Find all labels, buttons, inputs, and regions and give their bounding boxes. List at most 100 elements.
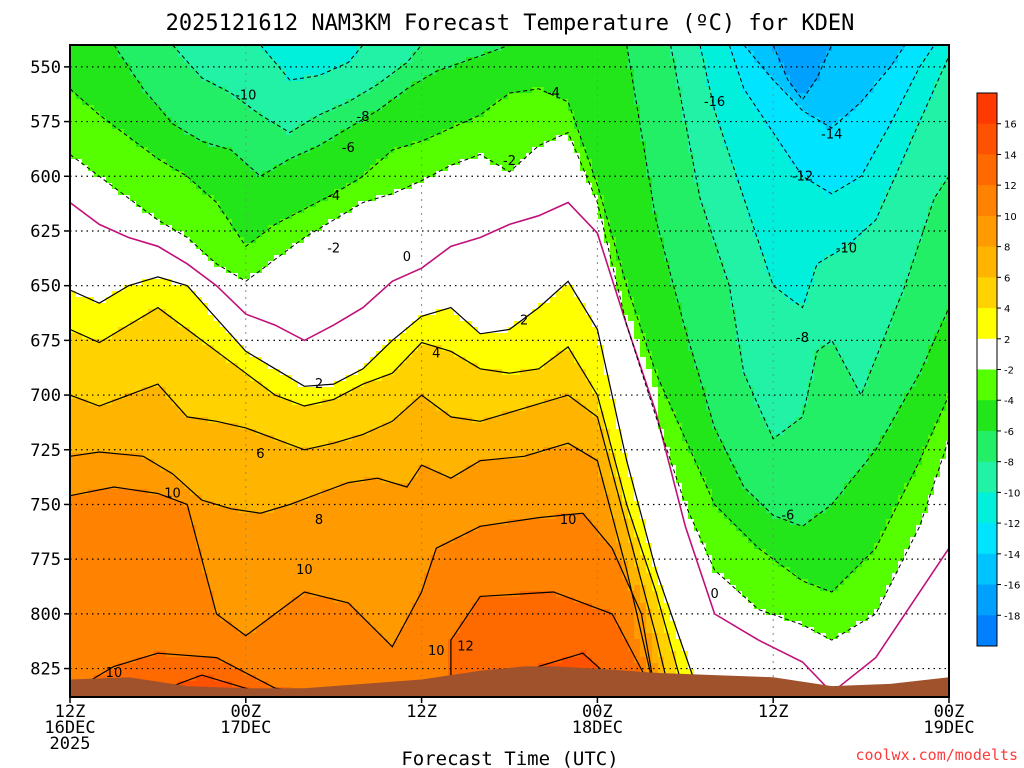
fill-cell bbox=[322, 189, 329, 196]
fill-cell bbox=[268, 279, 275, 286]
fill-cell bbox=[268, 285, 275, 292]
fill-cell bbox=[100, 615, 107, 622]
fill-cell bbox=[70, 477, 77, 484]
fill-cell bbox=[256, 201, 263, 208]
fill-cell bbox=[268, 531, 275, 538]
fill-cell bbox=[226, 615, 233, 622]
fill-cell bbox=[142, 381, 149, 388]
fill-cell bbox=[208, 249, 215, 256]
fill-cell bbox=[226, 567, 233, 574]
fill-cell bbox=[160, 105, 167, 112]
fill-cell bbox=[88, 585, 95, 592]
fill-cell bbox=[262, 627, 269, 634]
fill-cell bbox=[334, 567, 341, 574]
fill-cell bbox=[124, 345, 131, 352]
fill-cell bbox=[250, 243, 257, 250]
fill-cell bbox=[136, 561, 143, 568]
fill-cell bbox=[238, 255, 245, 262]
fill-cell bbox=[154, 627, 161, 634]
fill-cell bbox=[82, 657, 89, 664]
fill-cell bbox=[280, 75, 287, 82]
fill-cell bbox=[280, 537, 287, 544]
fill-cell bbox=[76, 393, 83, 400]
fill-cell bbox=[322, 405, 329, 412]
fill-cell bbox=[70, 543, 77, 550]
fill-cell bbox=[184, 393, 191, 400]
fill-cell bbox=[214, 129, 221, 136]
fill-cell bbox=[190, 531, 197, 538]
fill-cell bbox=[172, 51, 179, 58]
fill-cell bbox=[334, 447, 341, 454]
fill-cell bbox=[172, 327, 179, 334]
fill-cell bbox=[148, 189, 155, 196]
fill-cell bbox=[82, 327, 89, 334]
fill-cell bbox=[154, 69, 161, 76]
fill-cell bbox=[172, 549, 179, 556]
fill-cell bbox=[220, 291, 227, 298]
fill-cell bbox=[334, 489, 341, 496]
fill-cell bbox=[232, 285, 239, 292]
fill-cell bbox=[136, 93, 143, 100]
fill-cell bbox=[310, 609, 317, 616]
fill-cell bbox=[112, 153, 119, 160]
fill-cell bbox=[256, 411, 263, 418]
fill-cell bbox=[76, 81, 83, 88]
fill-cell bbox=[328, 213, 335, 220]
fill-cell bbox=[196, 285, 203, 292]
fill-cell bbox=[136, 645, 143, 652]
fill-cell bbox=[94, 471, 101, 478]
fill-cell bbox=[226, 381, 233, 388]
fill-cell bbox=[196, 99, 203, 106]
fill-cell bbox=[226, 471, 233, 478]
fill-cell bbox=[292, 111, 299, 118]
fill-cell bbox=[112, 93, 119, 100]
fill-cell bbox=[76, 381, 83, 388]
fill-cell bbox=[250, 135, 257, 142]
fill-cell bbox=[136, 291, 143, 298]
fill-cell bbox=[298, 261, 305, 268]
fill-cell bbox=[340, 321, 347, 328]
fill-cell bbox=[232, 213, 239, 220]
fill-cell bbox=[262, 357, 269, 364]
fill-cell bbox=[136, 591, 143, 598]
fill-cell bbox=[154, 543, 161, 550]
fill-cell bbox=[340, 243, 347, 250]
fill-cell bbox=[178, 549, 185, 556]
fill-cell bbox=[76, 501, 83, 508]
fill-cell bbox=[148, 57, 155, 64]
fill-cell bbox=[100, 237, 107, 244]
fill-cell bbox=[202, 111, 209, 118]
fill-cell bbox=[190, 429, 197, 436]
fill-cell bbox=[292, 225, 299, 232]
fill-cell bbox=[310, 675, 317, 682]
fill-cell bbox=[178, 471, 185, 478]
fill-cell bbox=[100, 51, 107, 58]
fill-cell bbox=[70, 45, 77, 52]
fill-cell bbox=[328, 399, 335, 406]
fill-cell bbox=[280, 567, 287, 574]
fill-cell bbox=[298, 195, 305, 202]
fill-cell bbox=[316, 309, 323, 316]
fill-cell bbox=[286, 669, 293, 676]
fill-cell bbox=[76, 279, 83, 286]
fill-cell bbox=[214, 615, 221, 622]
fill-cell bbox=[130, 273, 137, 280]
fill-cell bbox=[94, 423, 101, 430]
fill-cell bbox=[334, 639, 341, 646]
fill-cell bbox=[154, 453, 161, 460]
fill-cell bbox=[232, 609, 239, 616]
fill-cell bbox=[220, 375, 227, 382]
fill-cell bbox=[316, 495, 323, 502]
fill-cell bbox=[292, 603, 299, 610]
fill-cell bbox=[226, 93, 233, 100]
fill-cell bbox=[70, 309, 77, 316]
fill-cell bbox=[118, 609, 125, 616]
fill-cell bbox=[340, 225, 347, 232]
fill-cell bbox=[328, 45, 335, 52]
fill-cell bbox=[238, 195, 245, 202]
fill-cell bbox=[148, 45, 155, 52]
fill-cell bbox=[106, 363, 113, 370]
fill-cell bbox=[238, 513, 245, 520]
fill-cell bbox=[124, 435, 131, 442]
fill-cell bbox=[196, 501, 203, 508]
